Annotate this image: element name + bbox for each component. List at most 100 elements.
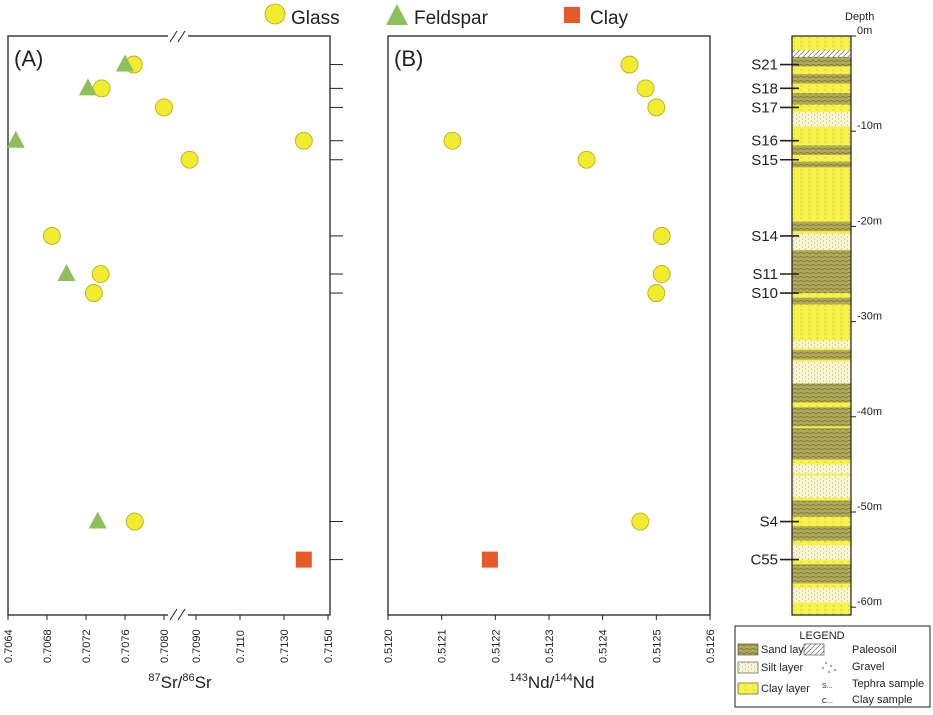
panel-a: (A) 0.7064 0.7068 0.7072 0.7076 0.7080 0.7090… [3,30,343,692]
panel-b-x-title-b: Nd [573,673,595,692]
panel-b-glass-point-s15 [577,150,596,169]
x-tick-label: 0.5121 [437,629,449,663]
panel-a-feldspar-point-s4 [88,511,107,529]
column-sand-band [792,428,851,460]
panel-b-x-title-pre: 143 [510,672,528,684]
column-silt-band [792,340,851,349]
panel-b-x-title: 143Nd/144Nd [510,672,595,692]
column-sand-band [792,297,851,305]
panel-a-glass-point-s10 [84,284,103,302]
panel-b-glass-point-s16 [443,131,462,150]
legend-box: LEGEND Sand layer Paleosoil Silt layer G… [734,625,931,708]
panel-a-clay-point-c55 [295,551,312,568]
panel-a-x-title-b: Sr [195,673,212,692]
legend-clay-label: Clay layer [761,683,810,695]
column-sand-band [792,350,851,360]
panel-b-label: (B) [394,46,423,71]
legend-clay-marker [564,7,580,23]
panel-a-feldspar-point-s18 [78,78,97,96]
panel-a-frame [7,35,331,616]
column-clay-base [792,36,851,615]
panel-a-points [6,54,313,568]
column-sand-band [792,526,851,541]
column-silt-band [792,361,851,384]
legend-sand-swatch [737,643,759,656]
panel-a-glass-point-s15 [180,150,199,169]
x-tick-label: 0.7072 [81,629,93,663]
column-sample-label-s11: S11 [752,266,778,283]
column-sand-band [792,407,851,427]
legend-frame [734,625,931,708]
legend-glass-marker [264,3,286,25]
column-silt-band [792,545,851,560]
column-depth-label: -20m [857,215,882,227]
x-tick-label: 0.7076 [120,629,132,663]
column-depth-title: Depth [845,11,874,23]
x-tick-label: 0.7080 [159,629,171,663]
x-tick-label: 0.7130 [279,629,291,663]
panel-a-x-title-a: Sr/ [161,673,183,692]
x-tick-label: 0.5122 [490,629,502,663]
panel-b-glass-point-s11 [652,265,671,283]
column-silt-band [792,475,851,498]
panel-b-x-title-sup: 144 [554,672,572,684]
panel-a-x-ticks: 0.7064 0.7068 0.7072 0.7076 0.7080 0.7090 0.71… [3,615,335,663]
x-tick-label: 0.7068 [42,629,54,663]
column-sand-band [792,564,851,584]
panel-b-points [443,55,671,568]
column-sample-label-s4: S4 [760,514,778,531]
legend-title: LEGEND [799,630,844,642]
column-sample-label-c55: C55 [750,552,778,569]
x-tick-label: 0.5124 [598,629,610,663]
column-sample-labels: S21 S18 S17 S16 S15 S14 S11 S10 S4 C55 [750,57,799,569]
column-depth-label: 0m [857,25,872,37]
panel-b-glass-point-s18 [636,79,655,98]
panel-b-glass-point-s17 [647,98,666,117]
panel-a-glass-point-s16 [294,131,313,150]
x-tick-label: 0.5120 [383,629,395,663]
strat-column: Depth 0m-10m-20m-30m-40m-50m-60m S21S18S… [750,11,882,616]
column-sand-band [792,500,851,517]
panel-a-glass-point-s4 [125,512,144,531]
x-tick-label: 0.5123 [544,629,556,663]
legend-clay-sample-symbol: C... [822,698,833,705]
panel-a-x-title-pre: 87 [148,672,160,684]
x-tick-label: 0.7150 [323,629,335,663]
panel-b-x-title-a: Nd/ [528,673,555,692]
column-sample-label-s17: S17 [751,99,778,116]
column-depth-label: -60m [857,596,882,608]
panel-b-frame [387,35,711,616]
panel-a-x-title-sup: 86 [182,672,194,684]
column-sand-band [792,93,851,105]
panel-a-axis-break [168,30,188,622]
x-tick-label: 0.7110 [235,630,247,663]
x-tick-label: 0.7090 [191,629,203,663]
panel-a-glass-point-s17 [155,98,173,117]
column-silt-band [792,112,851,127]
legend-clay-sample-label: Clay sample [852,694,913,706]
column-depth-label: -30m [857,311,882,323]
panel-b-glass-point-s21 [620,55,639,74]
panel-b-x-ticks: 0.5120 0.5121 0.5122 0.5123 0.5124 0.5125 0.51… [383,615,717,663]
column-sample-label-s18: S18 [751,80,778,97]
panel-a-x-title: 87Sr/86Sr [148,672,212,692]
column-sand-band [792,56,851,67]
panel-a-glass-point-s14 [42,227,61,245]
x-tick-label: 0.7064 [3,629,15,663]
column-sample-label-s14: S14 [751,228,778,245]
legend-tephra-label: Tephra sample [852,678,924,690]
column-silt-band [792,234,851,251]
legend-sand-label: Sand layer [761,644,814,656]
panel-a-feldspar-point-s16 [6,130,25,148]
legend-silt-label: Silt layer [761,662,804,674]
column-sand-band [792,161,851,168]
panel-a-feldspar-point-s21 [116,54,134,72]
legend-gravel-swatch [822,662,836,673]
column-silt-band [792,588,851,603]
panel-b-glass-point-s4 [631,512,650,531]
column-silt-band [792,464,851,474]
column-sample-label-s21: S21 [751,57,778,74]
column-depth-label: -50m [857,501,882,513]
top-legend: Glass Feldspar Clay [264,3,629,29]
